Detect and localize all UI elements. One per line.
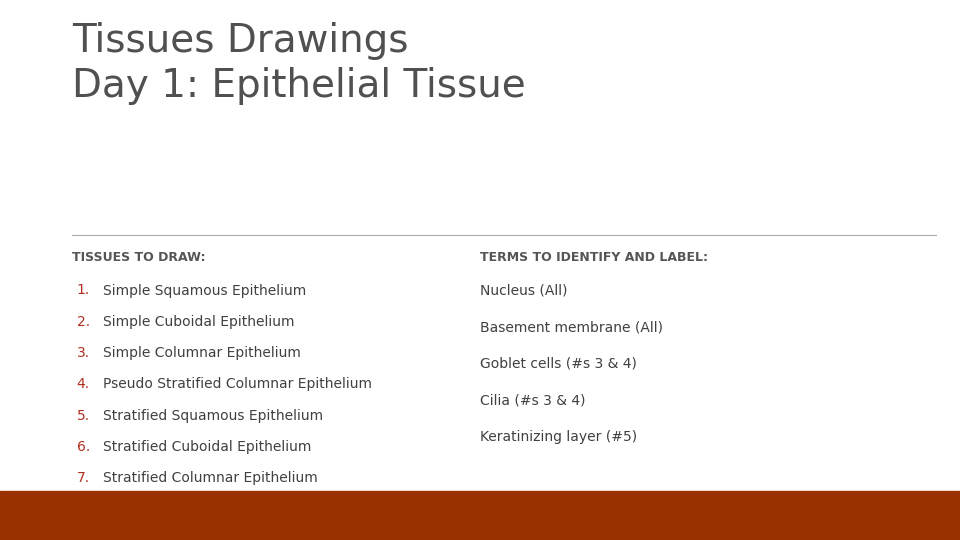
Text: Tissues Drawings
Day 1: Epithelial Tissue: Tissues Drawings Day 1: Epithelial Tissu… bbox=[72, 22, 526, 105]
Text: 6.: 6. bbox=[77, 440, 90, 454]
Text: Nucleus (All): Nucleus (All) bbox=[480, 284, 567, 298]
Text: Stratified Columnar Epithelium: Stratified Columnar Epithelium bbox=[103, 471, 318, 485]
Text: Basement membrane (All): Basement membrane (All) bbox=[480, 320, 663, 334]
Text: Stratified Cuboidal Epithelium: Stratified Cuboidal Epithelium bbox=[103, 440, 311, 454]
Text: Simple Columnar Epithelium: Simple Columnar Epithelium bbox=[103, 346, 300, 360]
Text: 8.: 8. bbox=[77, 503, 90, 517]
Text: 7.: 7. bbox=[77, 471, 90, 485]
Text: TISSUES TO DRAW:: TISSUES TO DRAW: bbox=[72, 251, 205, 264]
Text: 1.: 1. bbox=[77, 284, 90, 298]
Text: 4.: 4. bbox=[77, 377, 90, 392]
Text: TERMS TO IDENTIFY AND LABEL:: TERMS TO IDENTIFY AND LABEL: bbox=[480, 251, 708, 264]
Text: Simple Cuboidal Epithelium: Simple Cuboidal Epithelium bbox=[103, 315, 294, 329]
Text: Stratified Squamous Epithelium: Stratified Squamous Epithelium bbox=[103, 409, 323, 423]
Bar bbox=[0, 491, 960, 540]
Text: Keratinizing layer (#5): Keratinizing layer (#5) bbox=[480, 430, 637, 444]
Text: Transitional Epithelium: Transitional Epithelium bbox=[103, 503, 261, 517]
Text: Simple Squamous Epithelium: Simple Squamous Epithelium bbox=[103, 284, 306, 298]
Text: Pseudo Stratified Columnar Epithelium: Pseudo Stratified Columnar Epithelium bbox=[103, 377, 372, 392]
Text: 5.: 5. bbox=[77, 409, 90, 423]
Text: Cilia (#s 3 & 4): Cilia (#s 3 & 4) bbox=[480, 394, 586, 408]
Text: 2.: 2. bbox=[77, 315, 90, 329]
Text: 3.: 3. bbox=[77, 346, 90, 360]
Text: Goblet cells (#s 3 & 4): Goblet cells (#s 3 & 4) bbox=[480, 357, 636, 371]
